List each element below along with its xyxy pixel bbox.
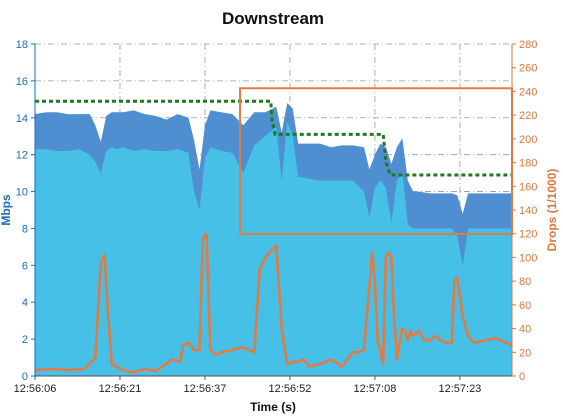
y-left-tick-label: 14	[16, 113, 28, 125]
y-right-tick-label: 260	[519, 63, 537, 75]
y-right-tick-label: 100	[519, 252, 537, 264]
tick-labels: 0246810121416180204060801001201401601802…	[14, 39, 538, 395]
y-right-tick-label: 40	[519, 324, 531, 336]
drops-line	[34, 233, 513, 374]
y-right-tick-label: 200	[519, 134, 537, 146]
y-left-tick-label: 6	[22, 260, 28, 272]
y-right-tick-label: 280	[519, 39, 537, 51]
y-right-tick-label: 20	[519, 347, 531, 359]
y-right-tick-label: 140	[519, 205, 537, 217]
target-rate-series	[35, 99, 512, 177]
target-rate-line	[35, 99, 512, 177]
drops-series	[34, 233, 513, 374]
x-tick-label: 12:56:52	[269, 383, 312, 395]
x-tick-label: 12:56:06	[14, 383, 57, 395]
y-left-tick-label: 18	[16, 39, 28, 51]
y-right-tick-label: 60	[519, 300, 531, 312]
y-left-tick-label: 12	[16, 150, 28, 162]
chart-title: Downstream	[222, 9, 324, 28]
y-right-tick-label: 180	[519, 158, 537, 170]
y-axis-label-right: Drops (1/1000)	[545, 169, 559, 252]
y-left-tick-label: 2	[22, 334, 28, 346]
y-right-tick-label: 160	[519, 181, 537, 193]
x-tick-label: 12:57:23	[438, 383, 481, 395]
y-left-tick-label: 4	[22, 297, 28, 309]
y-right-tick-label: 220	[519, 110, 537, 122]
y-left-tick-label: 0	[22, 371, 28, 383]
y-left-tick-label: 10	[16, 187, 28, 199]
y-axis-label-left: Mbps	[0, 194, 13, 226]
y-right-tick-label: 240	[519, 86, 537, 98]
y-right-tick-label: 120	[519, 229, 537, 241]
x-tick-label: 12:56:37	[184, 383, 227, 395]
axes	[31, 43, 516, 380]
x-tick-label: 12:56:21	[99, 383, 142, 395]
x-tick-label: 12:57:08	[354, 383, 397, 395]
y-left-tick-label: 8	[22, 223, 28, 235]
x-axis-label: Time (s)	[250, 400, 296, 414]
y-right-tick-label: 0	[519, 371, 525, 383]
y-right-tick-label: 80	[519, 276, 531, 288]
y-left-tick-label: 16	[16, 76, 28, 88]
